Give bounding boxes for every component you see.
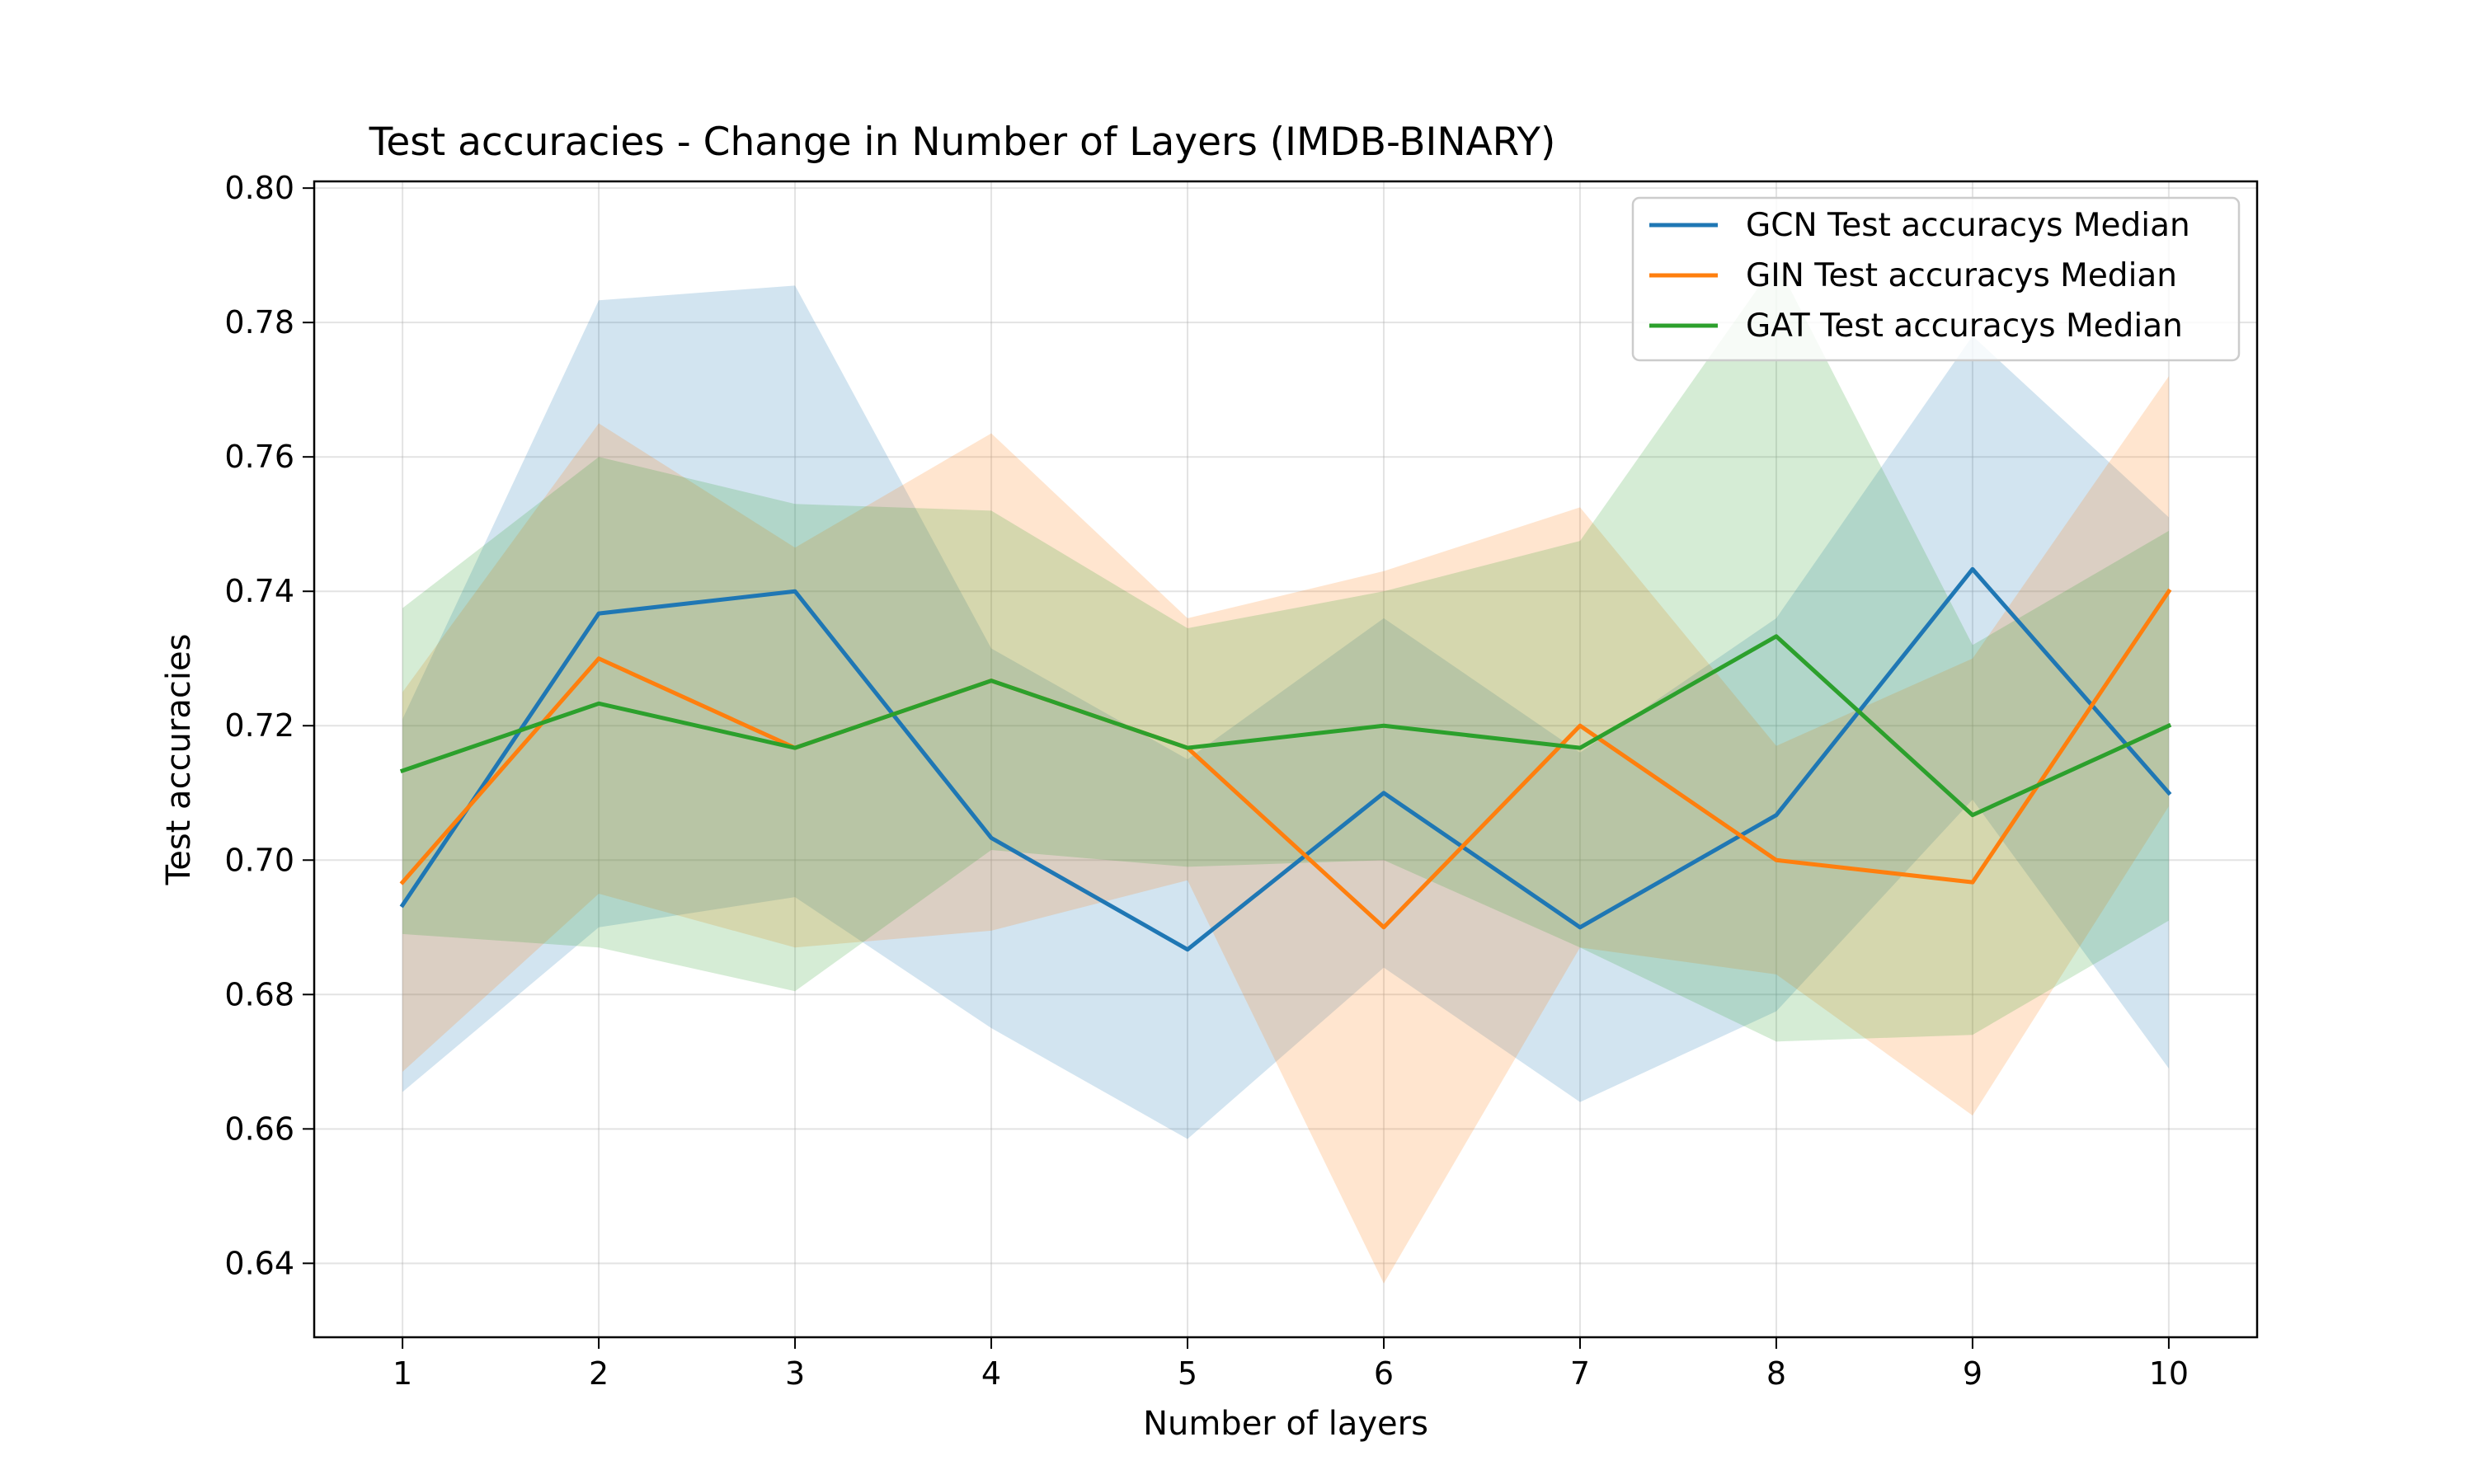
x-tick-label: 1 xyxy=(393,1355,412,1392)
x-tick-label: 8 xyxy=(1766,1355,1786,1392)
y-tick-label: 0.68 xyxy=(224,976,294,1012)
x-tick-label: 4 xyxy=(981,1355,1001,1392)
x-tick-label: 2 xyxy=(589,1355,609,1392)
y-axis-label: Test accuracies xyxy=(160,634,198,886)
y-tick-label: 0.72 xyxy=(224,707,294,744)
x-axis-label: Number of layers xyxy=(1143,1405,1428,1443)
legend-box xyxy=(1631,196,2241,362)
confidence-bands xyxy=(402,261,2169,1284)
chart-title: Test accuracies - Change in Number of La… xyxy=(369,120,1556,165)
x-tick-label: 3 xyxy=(785,1355,805,1392)
y-tick-label: 0.74 xyxy=(224,573,294,609)
gcn-band xyxy=(402,285,2169,1139)
grid xyxy=(314,181,2257,1337)
gat-median-line xyxy=(399,634,2172,818)
gin-median-line xyxy=(399,588,2172,930)
x-tick-label: 6 xyxy=(1374,1355,1394,1392)
y-axis: 0.64 0.66 0.68 0.70 0.72 0.74 0.76 0.78 0.80 xyxy=(224,170,314,1281)
y-tick-label: 0.78 xyxy=(224,304,294,340)
gin-band xyxy=(402,376,2169,1284)
legend: GCN Test accuracys Median GIN Test accura… xyxy=(1631,196,2241,362)
gat-band xyxy=(402,261,2169,1042)
gin-legend-label: GIN Test accuracys Median xyxy=(1746,257,2177,294)
gcn-median-line xyxy=(399,566,2172,952)
x-tick-label: 5 xyxy=(1178,1355,1197,1392)
x-tick-label: 7 xyxy=(1570,1355,1590,1392)
legend-entries: GCN Test accuracys Median GIN Test accura… xyxy=(1649,207,2190,345)
plot-frame xyxy=(313,180,2259,1339)
y-tick-label: 0.80 xyxy=(224,170,294,206)
series-lines xyxy=(399,566,2172,952)
x-axis: 1 2 3 4 5 6 7 8 9 10 xyxy=(393,1337,2189,1392)
x-tick-label: 10 xyxy=(2149,1355,2189,1392)
y-tick-label: 0.70 xyxy=(224,842,294,878)
gcn-legend-label: GCN Test accuracys Median xyxy=(1746,207,2190,244)
y-tick-label: 0.76 xyxy=(224,439,294,475)
gat-legend-label: GAT Test accuracys Median xyxy=(1746,308,2183,345)
x-tick-label: 9 xyxy=(1963,1355,1982,1392)
y-tick-label: 0.64 xyxy=(224,1245,294,1281)
y-tick-label: 0.66 xyxy=(224,1111,294,1147)
